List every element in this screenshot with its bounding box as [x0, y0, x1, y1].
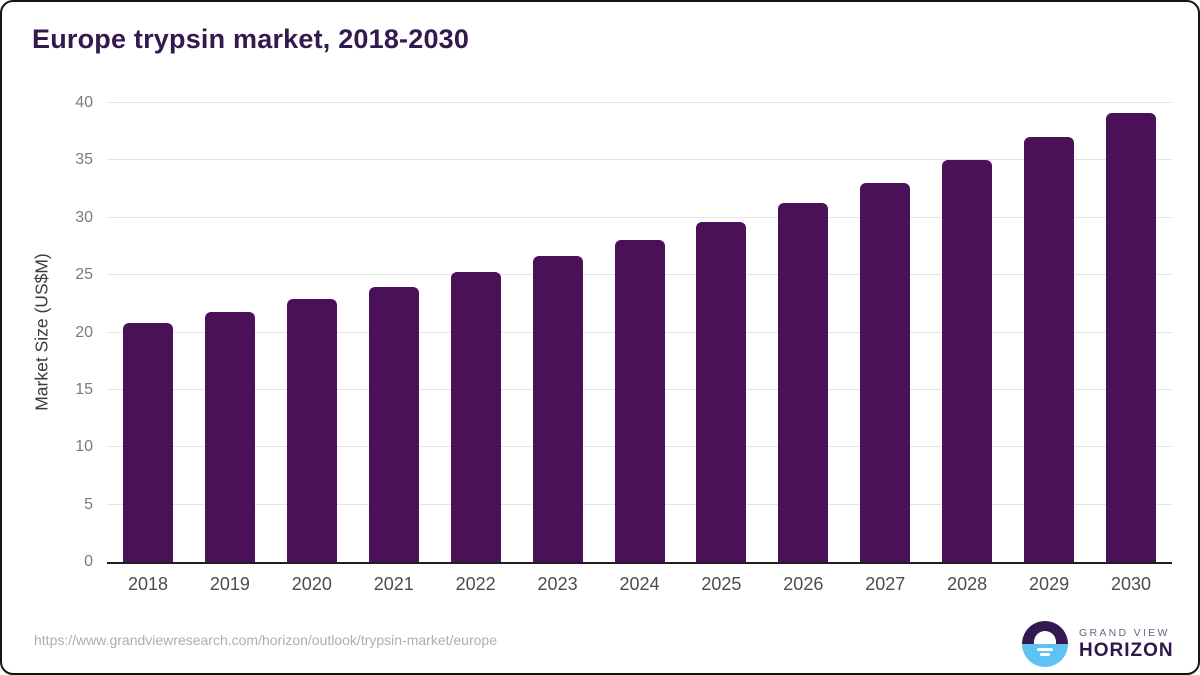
x-tick-label: 2019: [209, 574, 250, 594]
x-tick-label: 2022: [455, 574, 496, 594]
logo-sun-dome: [1034, 631, 1056, 644]
bar-2020: [286, 299, 337, 562]
gridline: [107, 216, 1172, 218]
bar-2028: [942, 160, 993, 562]
x-tick-label: 2024: [619, 574, 660, 594]
sunset-horizon-circle-icon: [1022, 621, 1068, 667]
bar-2022: [450, 271, 501, 562]
bar-2026: [778, 202, 829, 562]
x-tick-label: 2021: [373, 574, 414, 594]
logo-reflection-line: [1040, 653, 1050, 656]
bar-2019: [204, 311, 255, 562]
y-tick-label: 5: [84, 495, 93, 513]
source-url: https://www.grandviewresearch.com/horizo…: [34, 632, 497, 648]
logo-text-horizon: HORIZON: [1079, 639, 1174, 661]
x-tick-label: 2026: [783, 574, 824, 594]
x-tick-label: 2018: [127, 574, 169, 594]
y-tick-label: 20: [75, 323, 93, 341]
x-tick-label: 2029: [1029, 574, 1070, 594]
logo-text-grand-view: GRAND VIEW: [1079, 626, 1170, 639]
logo-reflection-line: [1037, 647, 1053, 651]
y-tick-label: 10: [75, 438, 93, 456]
x-tick-label: 2020: [291, 574, 332, 594]
y-tick-label: 15: [75, 380, 93, 398]
chart-title: Europe trypsin market, 2018-2030: [32, 24, 470, 54]
bar-2018: [123, 323, 173, 562]
y-tick-label: 40: [75, 94, 93, 111]
y-tick-label: 30: [75, 208, 93, 226]
x-tick-label: 2028: [947, 574, 988, 594]
y-tick-label: 25: [75, 266, 93, 284]
gridline: [107, 102, 1172, 103]
bar-2021: [368, 286, 419, 562]
bar-2024: [614, 239, 665, 562]
bar-2027: [860, 183, 911, 562]
brand-logo: GRAND VIEW HORIZON: [1022, 621, 1174, 667]
gridline: [107, 159, 1172, 161]
bar-2025: [696, 222, 747, 562]
x-tick-label: 2025: [701, 574, 742, 594]
y-tick-label: 35: [75, 151, 93, 169]
plot-area: 0 5 10 15 20 25 30 35 40 2018 2019 2020 2021 2022 2023…: [75, 94, 1172, 594]
bar-2030: [1106, 113, 1156, 562]
x-tick-label: 2027: [865, 574, 906, 594]
bar-2023: [532, 255, 583, 562]
x-tick-label: 2030: [1110, 574, 1152, 594]
bar-2029: [1024, 137, 1075, 562]
x-tick-label: 2023: [537, 574, 578, 594]
y-tick-label: 0: [84, 553, 93, 570]
logo-text: GRAND VIEW HORIZON: [1079, 627, 1174, 662]
